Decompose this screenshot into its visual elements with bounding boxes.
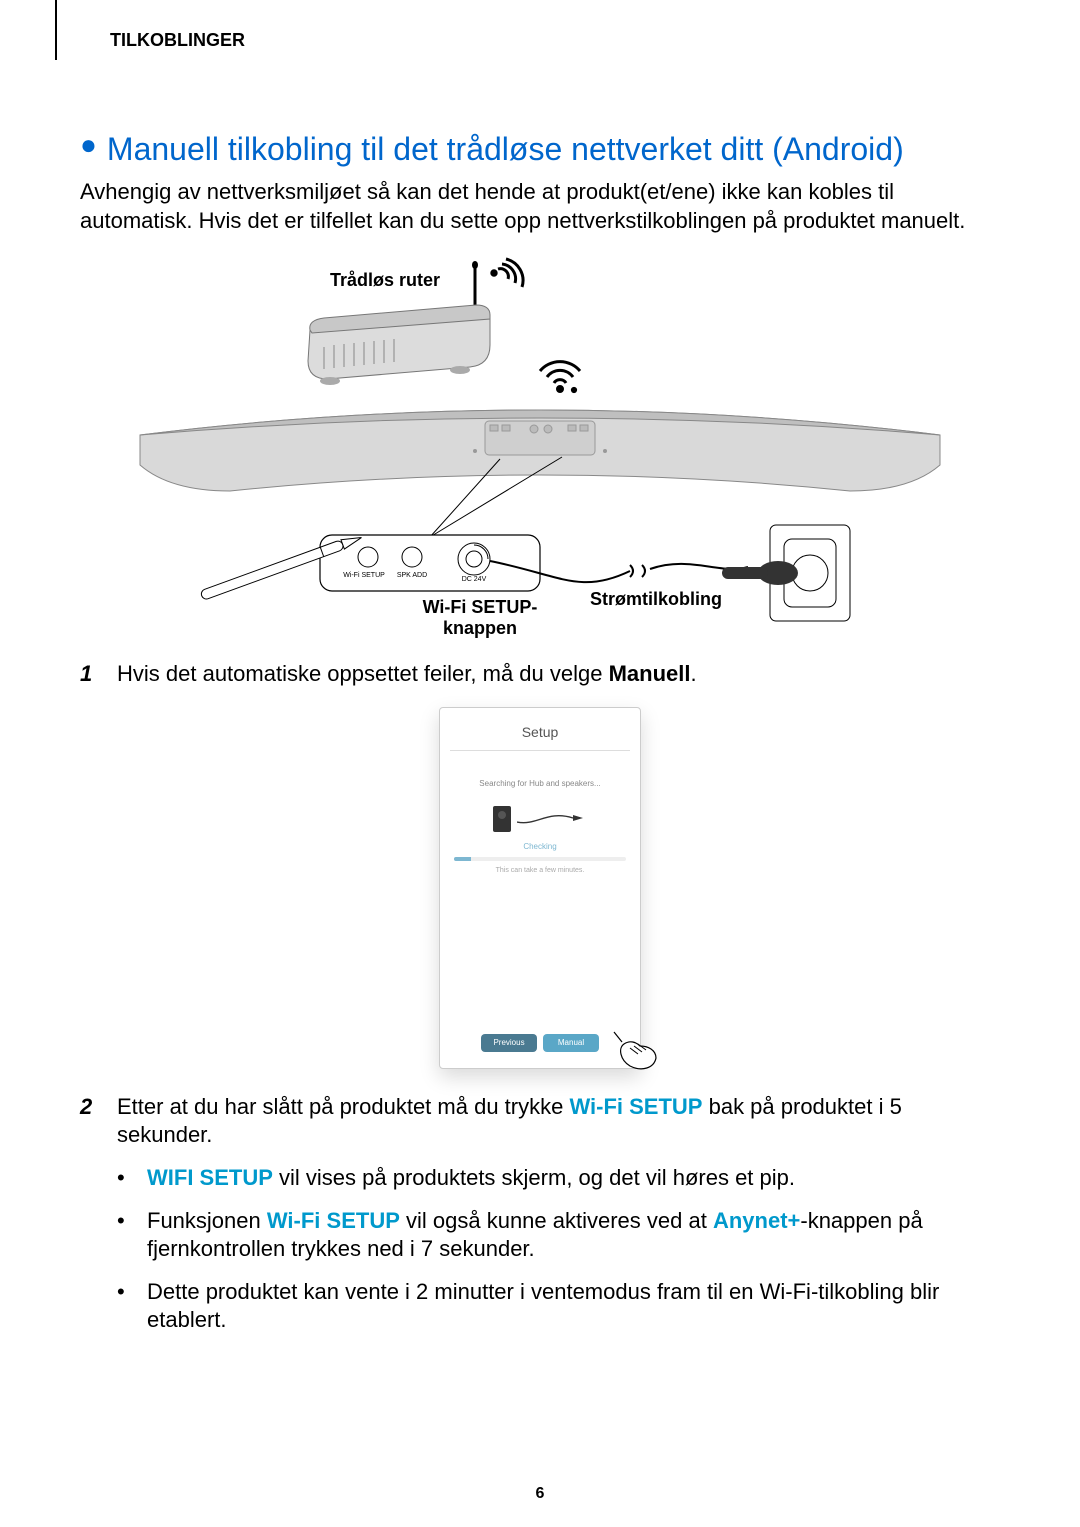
cord-icon xyxy=(517,812,587,826)
phone-searching: Searching for Hub and speakers... xyxy=(440,779,640,788)
wifi-button-label: Wi-Fi SETUP-knappen xyxy=(390,597,570,639)
bullet-icon: • xyxy=(117,1278,137,1335)
bullet-icon: • xyxy=(117,1207,137,1264)
progress-bar xyxy=(454,857,626,861)
step-number: 2 xyxy=(80,1093,102,1122)
previous-button[interactable]: Previous xyxy=(481,1034,537,1052)
router-label: Trådløs ruter xyxy=(330,270,440,291)
title-row: ● Manuell tilkobling til det trådløse ne… xyxy=(80,131,1000,168)
step-2: 2 Etter at du har slått på produktet må … xyxy=(80,1093,1000,1335)
t: WIFI SETUP xyxy=(147,1165,273,1190)
page-title: Manuell tilkobling til det trådløse nett… xyxy=(107,131,904,168)
step-number: 1 xyxy=(80,660,102,689)
sub-bullet: • Dette produktet kan vente i 2 minutter… xyxy=(117,1278,1000,1335)
phone-screenshot: Setup Searching for Hub and speakers... … xyxy=(80,707,1000,1069)
bullet-icon: ● xyxy=(80,131,97,159)
sub-bullet: • Funksjonen Wi-Fi SETUP vil også kunne … xyxy=(117,1207,1000,1264)
t: . xyxy=(691,661,697,686)
t: Anynet+ xyxy=(713,1208,800,1233)
t: Wi-Fi SETUP xyxy=(569,1094,702,1119)
page: TILKOBLINGER ● Manuell tilkobling til de… xyxy=(0,0,1080,1527)
diagram-svg: Wi-Fi SETUP SPK ADD DC 24V xyxy=(130,245,950,645)
t: Dette produktet kan vente i 2 minutter i… xyxy=(147,1279,939,1333)
speaker-row xyxy=(440,806,640,832)
t: vil også kunne aktiveres ved at xyxy=(400,1208,713,1233)
port-spk-label: SPK ADD xyxy=(397,572,427,579)
t: Manuell xyxy=(609,661,691,686)
power-label: Strømtilkobling xyxy=(590,589,722,610)
phone-checking: Checking xyxy=(440,842,640,851)
t: Wi-Fi SETUP xyxy=(267,1208,400,1233)
step-body: Etter at du har slått på produktet må du… xyxy=(117,1093,1000,1335)
side-rule xyxy=(55,0,57,60)
sub-bullet: • WIFI SETUP vil vises på produktets skj… xyxy=(117,1164,1000,1193)
page-number: 6 xyxy=(0,1485,1080,1503)
phone: Setup Searching for Hub and speakers... … xyxy=(439,707,641,1069)
divider xyxy=(450,750,630,751)
t: Hvis det automatiske oppsettet feiler, m… xyxy=(117,661,609,686)
intro-text: Avhengig av nettverksmiljøet så kan det … xyxy=(80,178,1000,235)
t: Etter at du har slått på produktet må du… xyxy=(117,1094,569,1119)
step-body: Hvis det automatiske oppsettet feiler, m… xyxy=(117,660,1000,689)
manual-button[interactable]: Manual xyxy=(543,1034,599,1052)
connection-diagram: Wi-Fi SETUP SPK ADD DC 24V xyxy=(130,245,950,650)
port-wifi-label: Wi-Fi SETUP xyxy=(343,572,385,579)
hand-pointer-icon xyxy=(608,1028,658,1074)
port-dc-label: DC 24V xyxy=(462,576,487,583)
speaker-icon xyxy=(493,806,511,832)
section-header: TILKOBLINGER xyxy=(110,30,1000,51)
step-1: 1 Hvis det automatiske oppsettet feiler,… xyxy=(80,660,1000,689)
phone-title: Setup xyxy=(440,708,640,750)
phone-hint: This can take a few minutes. xyxy=(440,867,640,874)
t: Funksjonen xyxy=(147,1208,267,1233)
t: vil vises på produktets skjerm, og det v… xyxy=(273,1165,795,1190)
bullet-icon: • xyxy=(117,1164,137,1193)
